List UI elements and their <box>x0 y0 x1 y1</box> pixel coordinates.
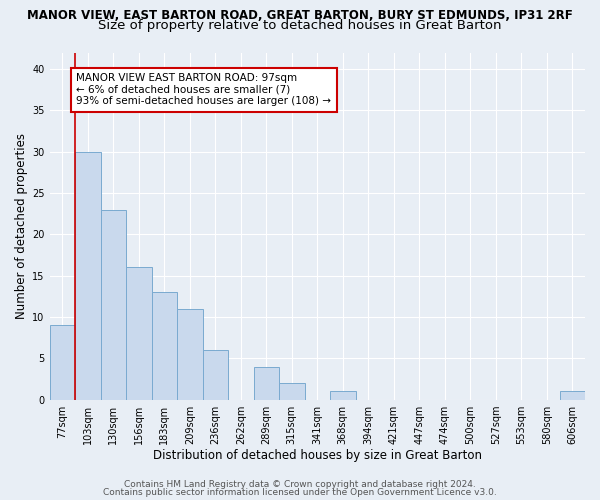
Bar <box>126 268 152 400</box>
Text: MANOR VIEW EAST BARTON ROAD: 97sqm
← 6% of detached houses are smaller (7)
93% o: MANOR VIEW EAST BARTON ROAD: 97sqm ← 6% … <box>76 73 331 106</box>
Y-axis label: Number of detached properties: Number of detached properties <box>15 133 28 319</box>
Text: Contains public sector information licensed under the Open Government Licence v3: Contains public sector information licen… <box>103 488 497 497</box>
Bar <box>177 308 203 400</box>
Bar <box>560 392 585 400</box>
Text: Size of property relative to detached houses in Great Barton: Size of property relative to detached ho… <box>98 19 502 32</box>
Bar <box>50 325 75 400</box>
Bar <box>330 392 356 400</box>
Bar <box>203 350 228 400</box>
Bar <box>75 152 101 400</box>
Text: Contains HM Land Registry data © Crown copyright and database right 2024.: Contains HM Land Registry data © Crown c… <box>124 480 476 489</box>
Text: MANOR VIEW, EAST BARTON ROAD, GREAT BARTON, BURY ST EDMUNDS, IP31 2RF: MANOR VIEW, EAST BARTON ROAD, GREAT BART… <box>27 9 573 22</box>
Bar <box>254 366 279 400</box>
X-axis label: Distribution of detached houses by size in Great Barton: Distribution of detached houses by size … <box>153 450 482 462</box>
Bar <box>101 210 126 400</box>
Bar <box>152 292 177 400</box>
Bar <box>279 383 305 400</box>
